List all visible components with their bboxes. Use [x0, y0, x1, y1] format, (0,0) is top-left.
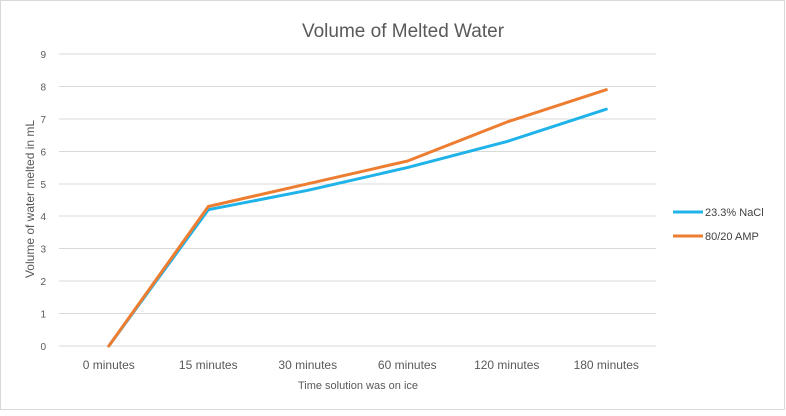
- data-point: [207, 205, 210, 208]
- series-line: [107, 107, 608, 348]
- series-line: [107, 88, 608, 348]
- data-point: [505, 121, 508, 124]
- y-tick-label: 7: [40, 115, 46, 126]
- legend-label: 80/20 AMP: [705, 231, 759, 243]
- data-point: [605, 108, 608, 111]
- data-point: [306, 189, 309, 192]
- legend: 23.3% NaCl 80/20 AMP: [673, 207, 764, 243]
- y-axis-tick-labels: 0 1 2 3 4 5 6 7 8 9: [40, 50, 46, 353]
- series-lines: [107, 88, 608, 348]
- data-point: [406, 166, 409, 169]
- y-tick-label: 9: [40, 50, 46, 61]
- legend-item: 23.3% NaCl: [673, 207, 764, 219]
- x-tick-label: 120 minutes: [474, 358, 539, 372]
- x-tick-label: 30 minutes: [278, 358, 337, 372]
- y-axis-label: Volume of water melted in mL: [23, 120, 37, 278]
- data-point: [505, 140, 508, 143]
- x-axis-tick-labels: 0 minutes 15 minutes 30 minutes 60 minutes 1…: [83, 358, 639, 372]
- series-1: [107, 88, 608, 348]
- y-tick-label: 5: [40, 180, 46, 191]
- y-tick-label: 1: [40, 310, 46, 321]
- y-tick-label: 4: [40, 212, 46, 223]
- y-tick-label: 8: [40, 82, 46, 93]
- series-0: [107, 107, 608, 348]
- x-tick-label: 15 minutes: [179, 358, 238, 372]
- data-point: [306, 182, 309, 185]
- y-tick-label: 3: [40, 245, 46, 256]
- y-tick-label: 0: [40, 342, 46, 353]
- x-tick-label: 60 minutes: [378, 358, 437, 372]
- data-point: [605, 88, 608, 91]
- x-axis-label: Time solution was on ice: [298, 380, 418, 392]
- data-point: [406, 160, 409, 163]
- y-tick-label: 6: [40, 147, 46, 158]
- x-tick-label: 180 minutes: [574, 358, 639, 372]
- x-tick-label: 0 minutes: [83, 358, 135, 372]
- y-tick-label: 2: [40, 277, 46, 288]
- gridlines: [59, 53, 656, 347]
- legend-label: 23.3% NaCl: [705, 207, 764, 219]
- chart-title: Volume of Melted Water: [302, 21, 505, 42]
- legend-item: 80/20 AMP: [673, 231, 759, 243]
- data-point: [107, 345, 110, 348]
